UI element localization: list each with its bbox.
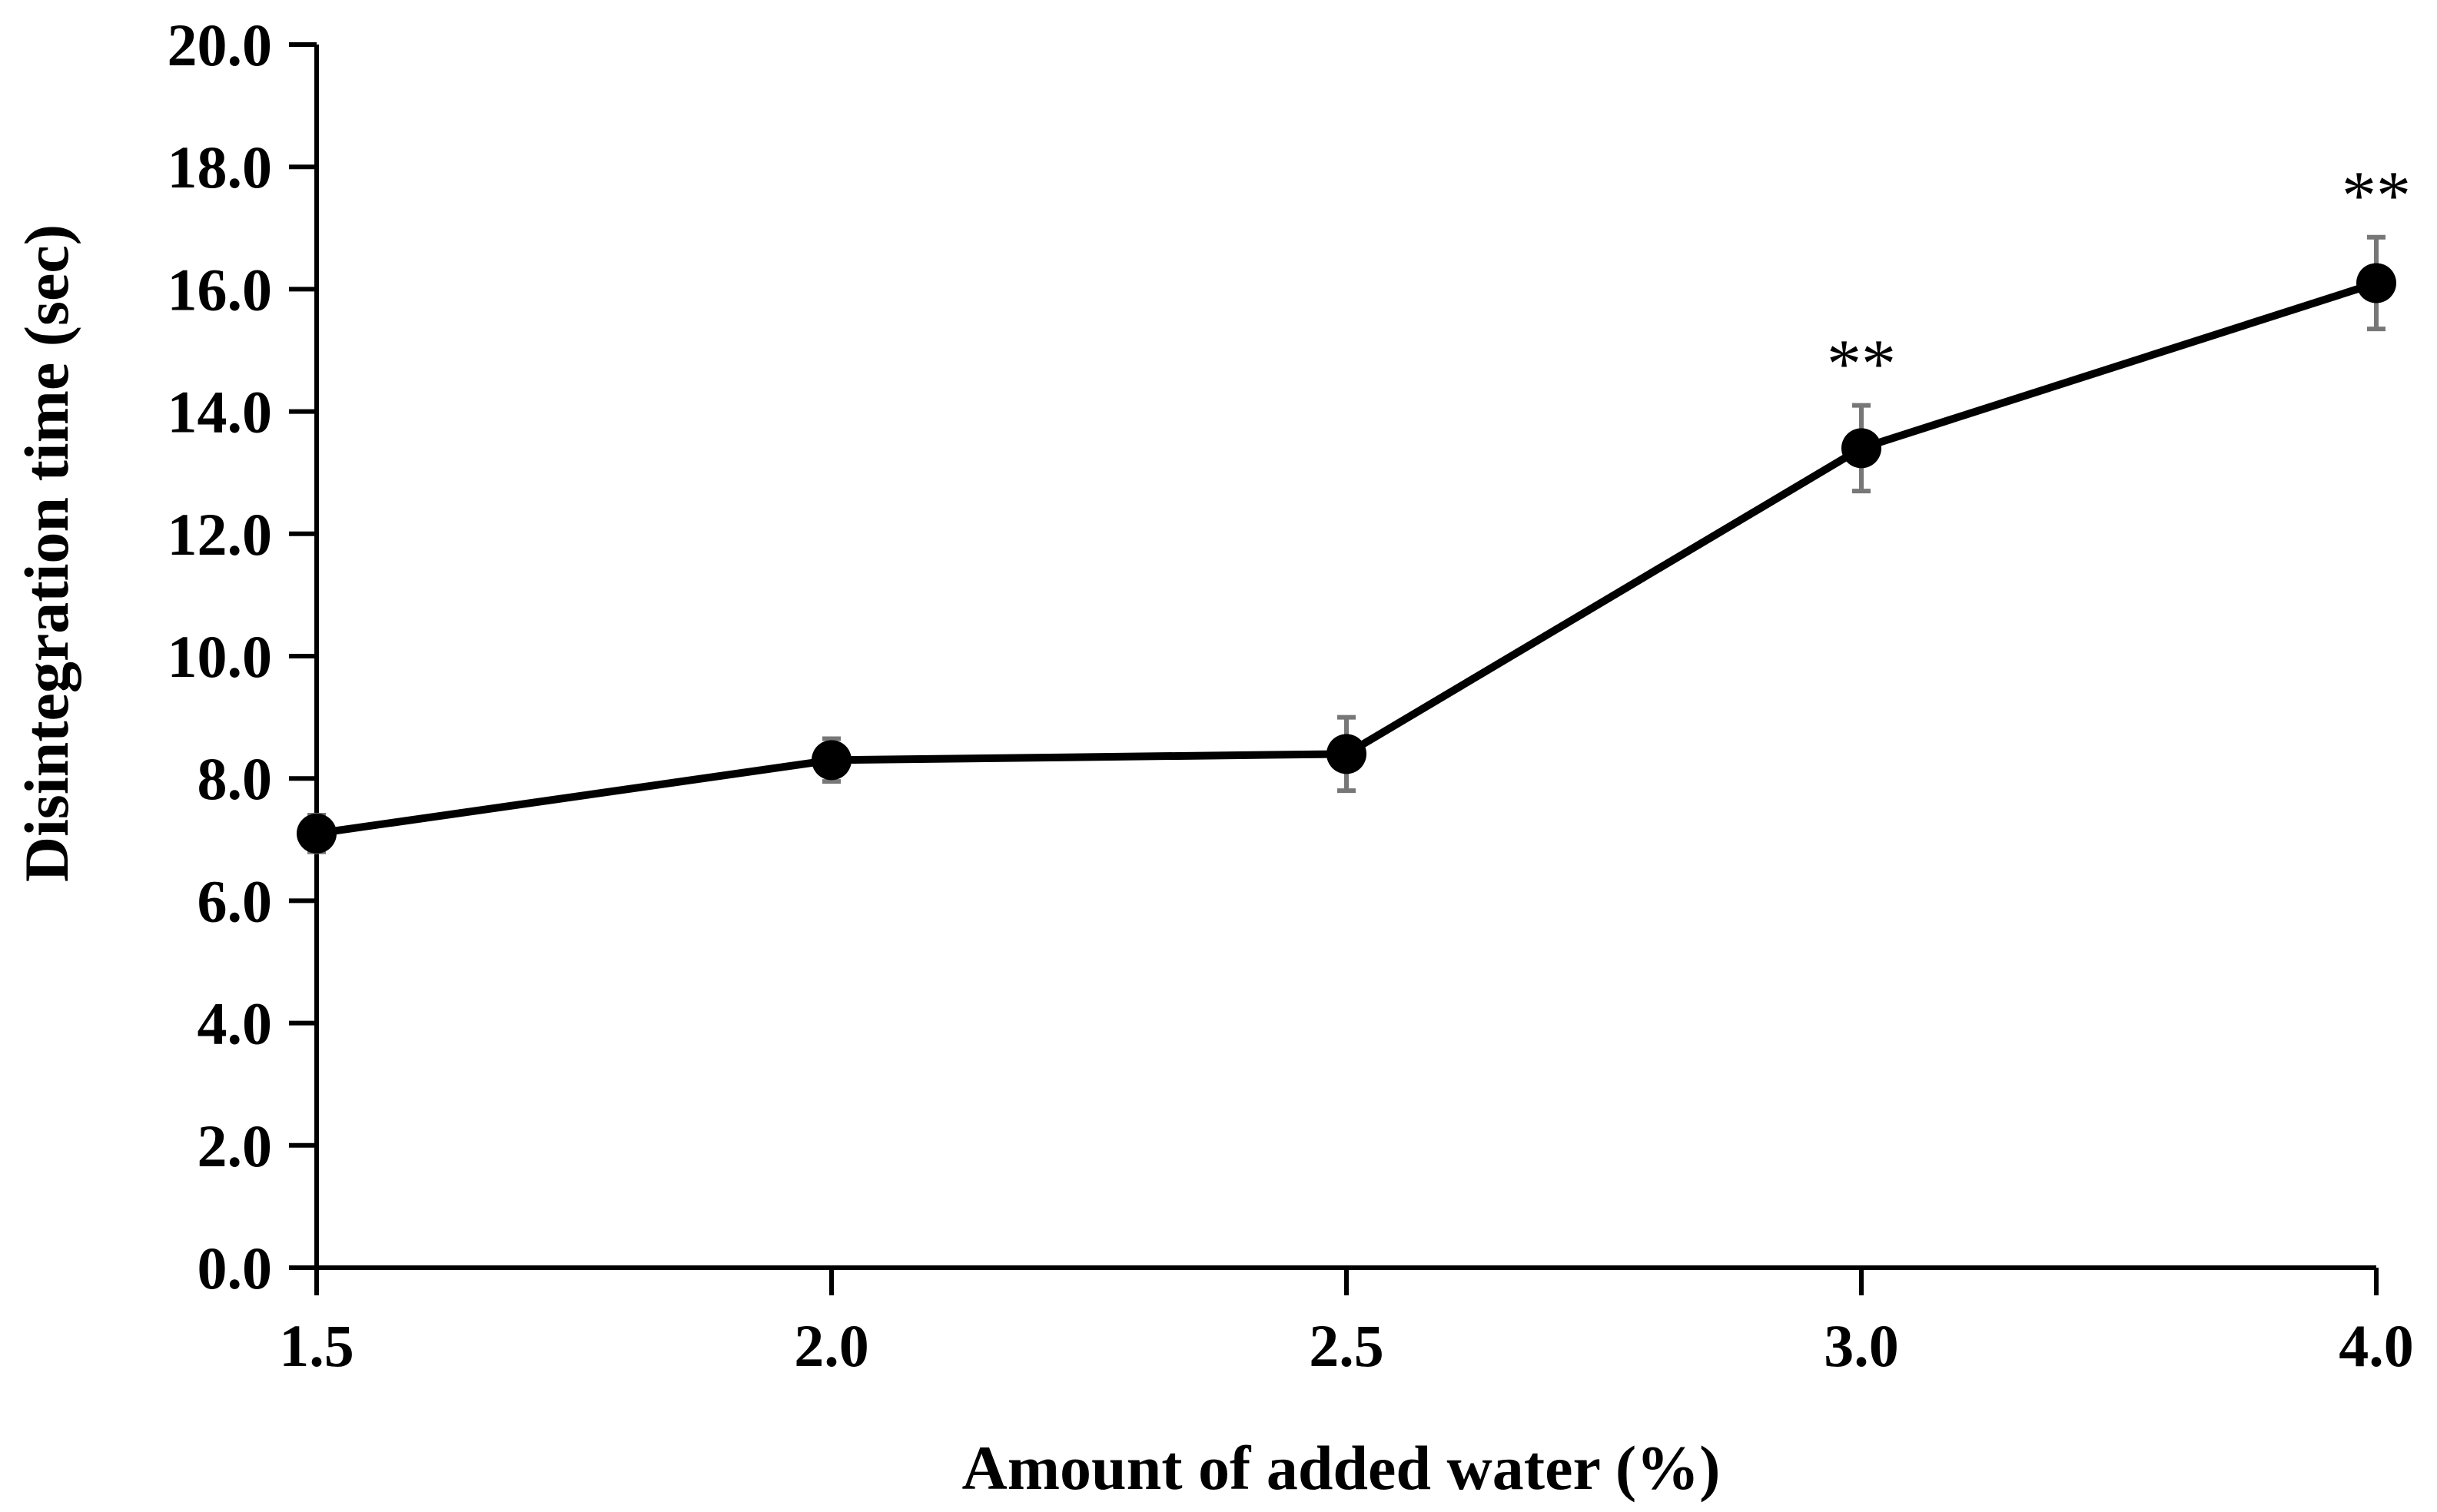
- y-tick-label: 14.0: [168, 379, 273, 446]
- y-tick-label: 12.0: [168, 501, 273, 568]
- y-axis-ticks: 0.0 2.0 4.0 6.0 8.0 10.0 12.0 14.0 16.0 18.0 20.0: [168, 12, 317, 1301]
- data-point: [812, 740, 852, 781]
- x-tick-label: 2.0: [794, 1312, 869, 1379]
- significance-marker: **: [1827, 327, 1896, 403]
- y-tick-label: 0.0: [198, 1235, 273, 1301]
- x-axis-title: Amount of added water (%): [961, 1433, 1720, 1503]
- y-tick-label: 2.0: [198, 1112, 273, 1179]
- x-tick-label: 3.0: [1824, 1312, 1899, 1379]
- y-tick-label: 6.0: [198, 867, 273, 934]
- x-tick-label: 1.5: [279, 1312, 354, 1379]
- data-point: [1841, 428, 1881, 469]
- significance-annotations: ** **: [1827, 158, 2411, 403]
- y-tick-label: 8.0: [198, 745, 273, 812]
- x-tick-label: 4.0: [2339, 1312, 2414, 1379]
- data-point: [1326, 734, 1366, 774]
- x-axis-ticks: 1.5 2.0 2.5 3.0 4.0: [279, 1268, 2414, 1379]
- data-markers: [297, 263, 2396, 854]
- data-point: [297, 813, 337, 854]
- y-tick-label: 16.0: [168, 256, 273, 323]
- y-tick-label: 10.0: [168, 623, 273, 690]
- data-point: [2356, 263, 2396, 303]
- y-axis-title: Disintegration time (sec): [12, 224, 81, 882]
- x-tick-label: 2.5: [1309, 1312, 1384, 1379]
- y-tick-label: 4.0: [198, 990, 273, 1057]
- significance-marker: **: [2342, 158, 2411, 234]
- y-tick-label: 18.0: [168, 134, 273, 201]
- y-tick-label: 20.0: [168, 12, 273, 78]
